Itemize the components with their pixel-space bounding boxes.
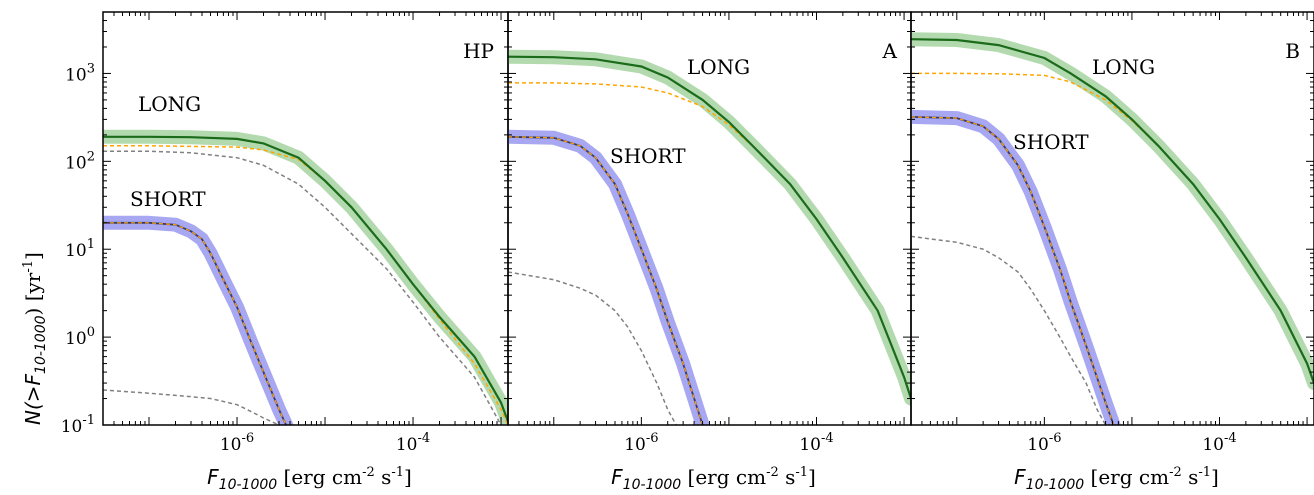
short-band: [508, 129, 710, 425]
short-model-line: [103, 222, 287, 425]
panel-a: 10-6 10-4 A LONG SHORT F10-1000 [erg cm-2 s-1…: [507, 11, 912, 493]
long-median-line: [103, 135, 508, 422]
y-axis-label: N(>F10-1000) [yr-1]: [21, 252, 49, 425]
gray-dashed-line-0: [103, 150, 502, 425]
y-tick-label: 102: [65, 149, 95, 173]
long-annotation: LONG: [687, 55, 750, 79]
plot-area: [103, 129, 508, 425]
x-axis-label: F10-1000 [erg cm-2 s-1]: [611, 465, 816, 493]
y-axis-label-sub: 10-1000: [33, 315, 49, 374]
long-model-line: [103, 145, 508, 425]
panel-hp: 10-6 10-4 103 102 101 100 10-1 HP LONG SHORT F10-1…: [61, 11, 509, 493]
y-axis-label-unit: ) [yr: [21, 272, 45, 315]
x-tick-label: 10-4: [1202, 431, 1236, 455]
y-tick-label: 10-1: [61, 413, 95, 437]
y-tick-label: 101: [65, 237, 95, 261]
gray-dashed-line-0: [508, 271, 677, 425]
panel-label: HP: [463, 39, 494, 63]
long-median-line: [508, 55, 911, 399]
x-axis-label: F10-1000 [erg cm-2 s-1]: [207, 465, 412, 493]
y-axis-label-sup: -1: [21, 260, 36, 273]
long-median-line: [911, 38, 1314, 384]
panel-label: B: [1285, 39, 1300, 63]
short-band: [103, 215, 294, 425]
short-model-line: [508, 136, 704, 425]
x-tick-label: 10-4: [799, 431, 833, 455]
y-tick-label: 100: [65, 325, 95, 349]
x-axis-label: F10-1000 [erg cm-2 s-1]: [1014, 465, 1219, 493]
long-model-line: [508, 82, 911, 399]
short-band: [911, 109, 1121, 425]
panel-label: A: [882, 39, 898, 63]
short-median-line: [103, 221, 288, 425]
short-model-line: [911, 116, 1115, 425]
x-tick-label: 10-6: [624, 431, 658, 455]
long-annotation: LONG: [1092, 55, 1155, 79]
plot-area: [911, 32, 1314, 425]
short-annotation: SHORT: [610, 144, 686, 168]
x-tick-label: 10-6: [1027, 431, 1061, 455]
short-annotation: SHORT: [1013, 130, 1089, 154]
long-band: [103, 129, 508, 425]
gray-dashed-line-1: [103, 389, 280, 425]
long-annotation: LONG: [138, 92, 201, 116]
x-tick-label: 10-4: [396, 431, 430, 455]
y-axis-label-end: ]: [21, 252, 45, 260]
y-tick-label: 103: [65, 61, 95, 85]
gray-dashed-line-0: [911, 235, 1107, 425]
panel-b: 10-6 10-4 B LONG SHORT F10-1000 [erg cm-2 s-1…: [910, 11, 1314, 493]
short-annotation: SHORT: [130, 187, 206, 211]
x-tick-label: 10-6: [220, 431, 254, 455]
y-axis-label-main: N(>F: [21, 373, 45, 425]
long-band: [911, 32, 1314, 391]
plot-area: [508, 49, 911, 425]
long-band: [508, 49, 911, 406]
